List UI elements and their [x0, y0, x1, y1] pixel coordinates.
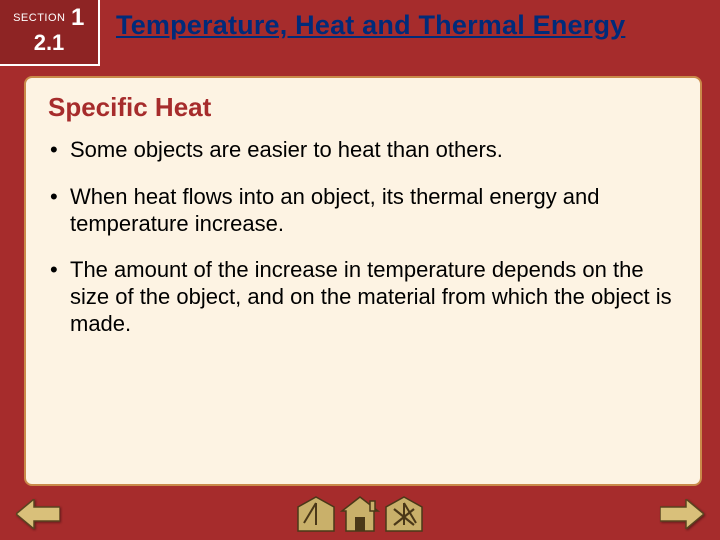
list-item: When heat flows into an object, its ther… — [48, 184, 678, 238]
nav-bar — [0, 494, 720, 534]
section-label: SECTION — [13, 12, 65, 24]
nav-back-icon — [296, 495, 336, 533]
bullet-list: Some objects are easier to heat than oth… — [48, 137, 678, 338]
nav-center — [294, 494, 426, 534]
section-indicator: SECTION 1 2.1 — [0, 0, 100, 66]
slide-title: Temperature, Heat and Thermal Energy — [100, 0, 720, 41]
nav-home-button[interactable] — [338, 494, 382, 534]
slide: SECTION 1 2.1 Temperature, Heat and Ther… — [0, 0, 720, 540]
section-number: 1 — [71, 4, 85, 31]
nav-close-button[interactable] — [382, 494, 426, 534]
section-sub: 2.1 — [4, 30, 94, 56]
content-subtitle: Specific Heat — [48, 92, 678, 123]
arrow-right-icon — [660, 499, 704, 529]
section-label-row: SECTION 1 — [4, 4, 94, 32]
arrow-left-icon — [16, 499, 60, 529]
home-icon — [340, 495, 380, 533]
header: SECTION 1 2.1 Temperature, Heat and Ther… — [0, 0, 720, 64]
nav-back-button[interactable] — [294, 494, 338, 534]
prev-button[interactable] — [14, 496, 62, 532]
next-button[interactable] — [658, 496, 706, 532]
nav-close-icon — [384, 495, 424, 533]
list-item: Some objects are easier to heat than oth… — [48, 137, 678, 164]
content-panel: Specific Heat Some objects are easier to… — [24, 76, 702, 486]
list-item: The amount of the increase in temperatur… — [48, 257, 678, 337]
